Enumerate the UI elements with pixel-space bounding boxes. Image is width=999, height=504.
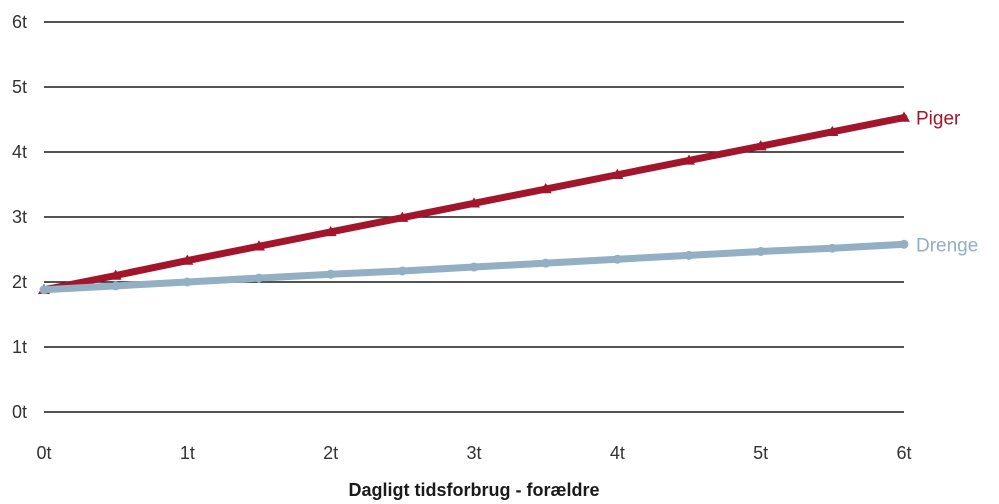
data-point — [253, 240, 265, 251]
data-point — [39, 285, 49, 295]
data-point — [397, 266, 407, 276]
data-point — [826, 125, 839, 137]
data-point — [754, 140, 767, 151]
y-tick-label: 6t — [12, 12, 27, 32]
data-point — [182, 277, 192, 287]
y-tick-label: 5t — [12, 77, 27, 97]
x-tick-label: 2t — [323, 443, 338, 463]
y-tick-label: 2t — [12, 272, 27, 292]
x-tick-label: 1t — [180, 443, 195, 463]
data-point — [324, 225, 337, 237]
x-tick-label: 4t — [610, 443, 625, 463]
data-point — [181, 254, 194, 265]
data-point — [468, 197, 480, 208]
x-tick-label: 5t — [753, 443, 768, 463]
x-tick-label: 3t — [466, 443, 481, 463]
y-tick-label: 0t — [12, 402, 27, 422]
data-point — [898, 111, 910, 122]
data-point — [684, 250, 694, 260]
y-axis-tick-labels: 0t 1t 2t 3t 4t 5t 6t — [12, 12, 27, 422]
y-tick-label: 1t — [12, 337, 27, 357]
data-point — [612, 254, 622, 264]
x-tick-label: 0t — [36, 443, 51, 463]
gridlines — [44, 21, 904, 413]
series-piger: Piger — [38, 109, 961, 294]
data-point — [469, 262, 479, 272]
x-tick-label: 6t — [896, 443, 911, 463]
series-group: Piger Drenge — [38, 109, 978, 295]
data-point — [611, 168, 624, 179]
data-point — [109, 269, 122, 280]
data-point — [111, 281, 121, 291]
y-tick-label: 4t — [12, 142, 27, 162]
series-drenge: Drenge — [39, 235, 978, 295]
data-point — [326, 269, 336, 279]
data-point — [254, 273, 264, 283]
data-point — [539, 183, 552, 194]
data-point — [396, 211, 409, 222]
series-label: Drenge — [916, 235, 978, 256]
data-point — [541, 258, 551, 268]
x-axis-label: Dagligt tidsforbrug - forældre — [349, 480, 600, 500]
data-point — [827, 243, 837, 253]
data-point — [756, 246, 766, 256]
x-axis-tick-labels: 0t 1t 2t 3t 4t 5t 6t — [36, 443, 911, 463]
series-label: Piger — [916, 109, 961, 130]
data-point — [683, 154, 695, 165]
y-tick-label: 3t — [12, 207, 27, 227]
data-point — [899, 239, 909, 249]
